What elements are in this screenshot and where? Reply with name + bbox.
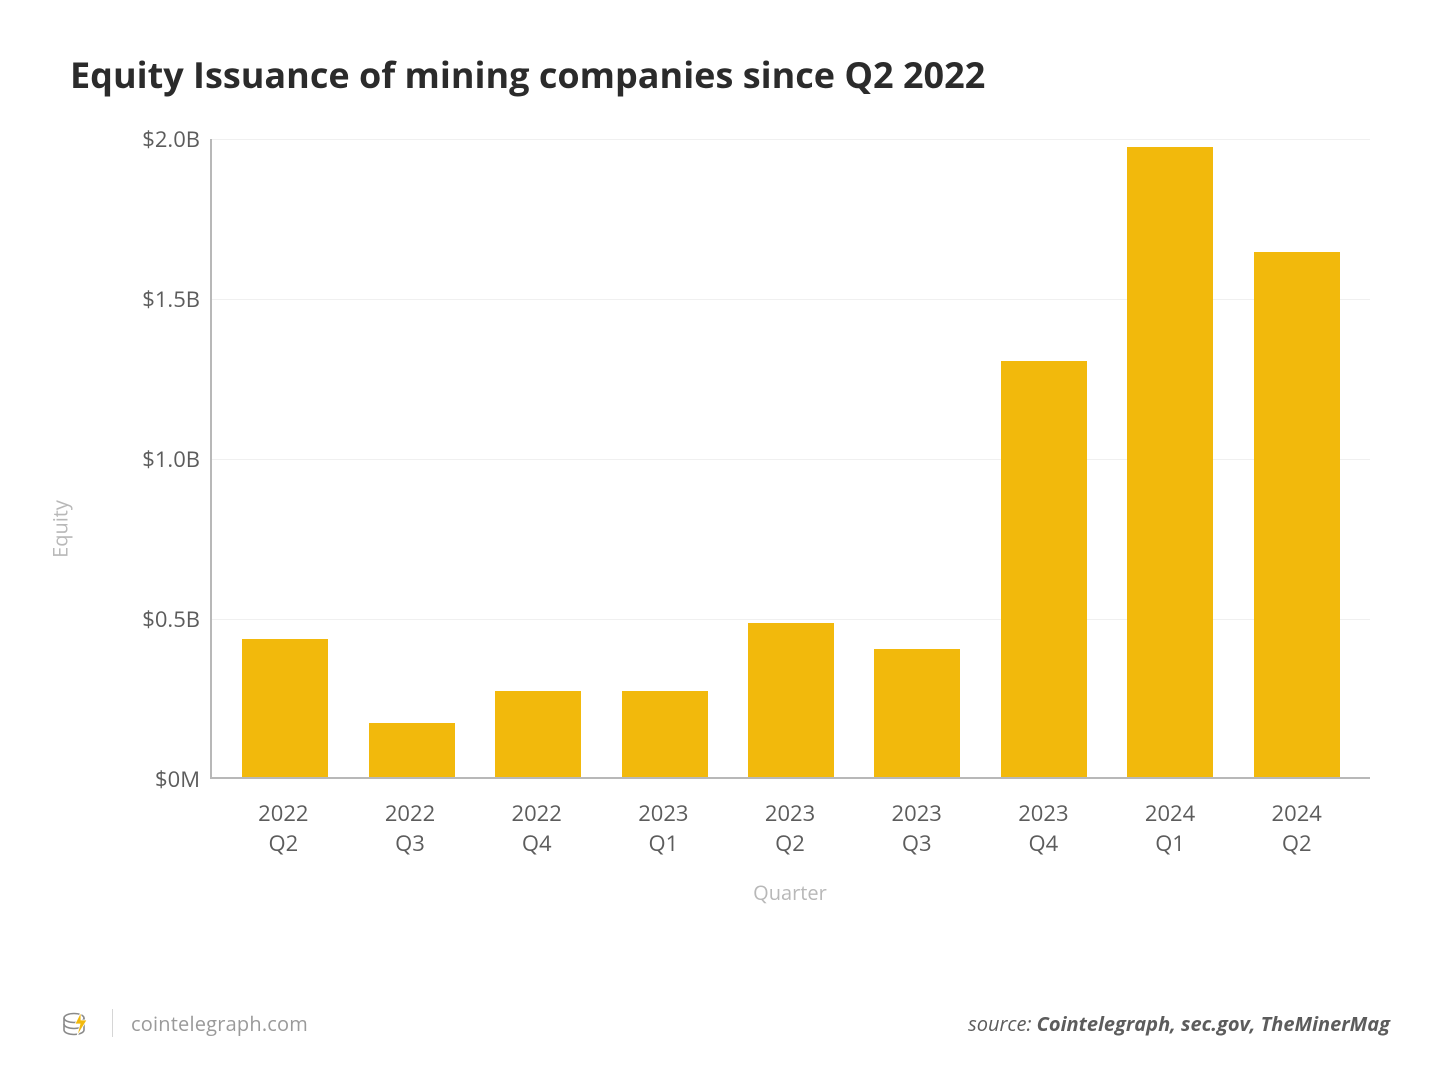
site-label: cointelegraph.com [131,1010,308,1037]
bar-slot [981,139,1107,777]
bar-slot [728,139,854,777]
x-tick-label: 2023Q1 [600,799,727,858]
x-tick-label: 2023Q2 [727,799,854,858]
x-tick-label: 2022Q3 [347,799,474,858]
x-tick-labels: 2022Q22022Q32022Q42023Q12023Q22023Q32023… [210,799,1370,858]
bar [622,691,708,777]
x-axis-label: Quarter [210,879,1370,906]
bar-slot [475,139,601,777]
bars-container [212,139,1370,777]
bar-slot [1107,139,1233,777]
bar [242,639,328,777]
y-tick-label: $1.5B [120,284,200,314]
bar-slot [348,139,474,777]
y-tick-label: $2.0B [120,124,200,154]
bar [1254,252,1340,777]
source-list: Cointelegraph, sec.gov, TheMinerMag [1037,1010,1390,1037]
y-tick-label: $1.0B [120,444,200,474]
footer-left: cointelegraph.com [60,1006,308,1040]
bar-slot [854,139,980,777]
x-tick-label: 2024Q2 [1233,799,1360,858]
x-tick-label: 2023Q3 [853,799,980,858]
x-tick-label: 2023Q4 [980,799,1107,858]
bar [1001,361,1087,777]
y-axis-label: Equity [47,500,74,558]
x-tick-label: 2022Q2 [220,799,347,858]
bar [369,723,455,777]
chart-container: Equity 2022Q22022Q32022Q42023Q12023Q2202… [70,139,1390,919]
x-tick-label: 2024Q1 [1107,799,1234,858]
bar [495,691,581,777]
bar [874,649,960,777]
y-tick-label: $0.5B [120,604,200,634]
plot-area [210,139,1370,779]
y-tick-label: $0M [120,764,200,794]
chart-title: Equity Issuance of mining companies sinc… [70,50,1390,99]
bar [1127,147,1213,777]
footer-divider [112,1009,113,1037]
cointelegraph-logo-icon [60,1006,94,1040]
bar-slot [222,139,348,777]
bar [748,623,834,777]
bar-slot [601,139,727,777]
source-attribution: source: Cointelegraph, sec.gov, TheMiner… [968,1010,1390,1037]
source-prefix: source: [968,1010,1037,1037]
x-tick-label: 2022Q4 [473,799,600,858]
bar-slot [1234,139,1360,777]
footer: cointelegraph.com source: Cointelegraph,… [60,1006,1390,1040]
